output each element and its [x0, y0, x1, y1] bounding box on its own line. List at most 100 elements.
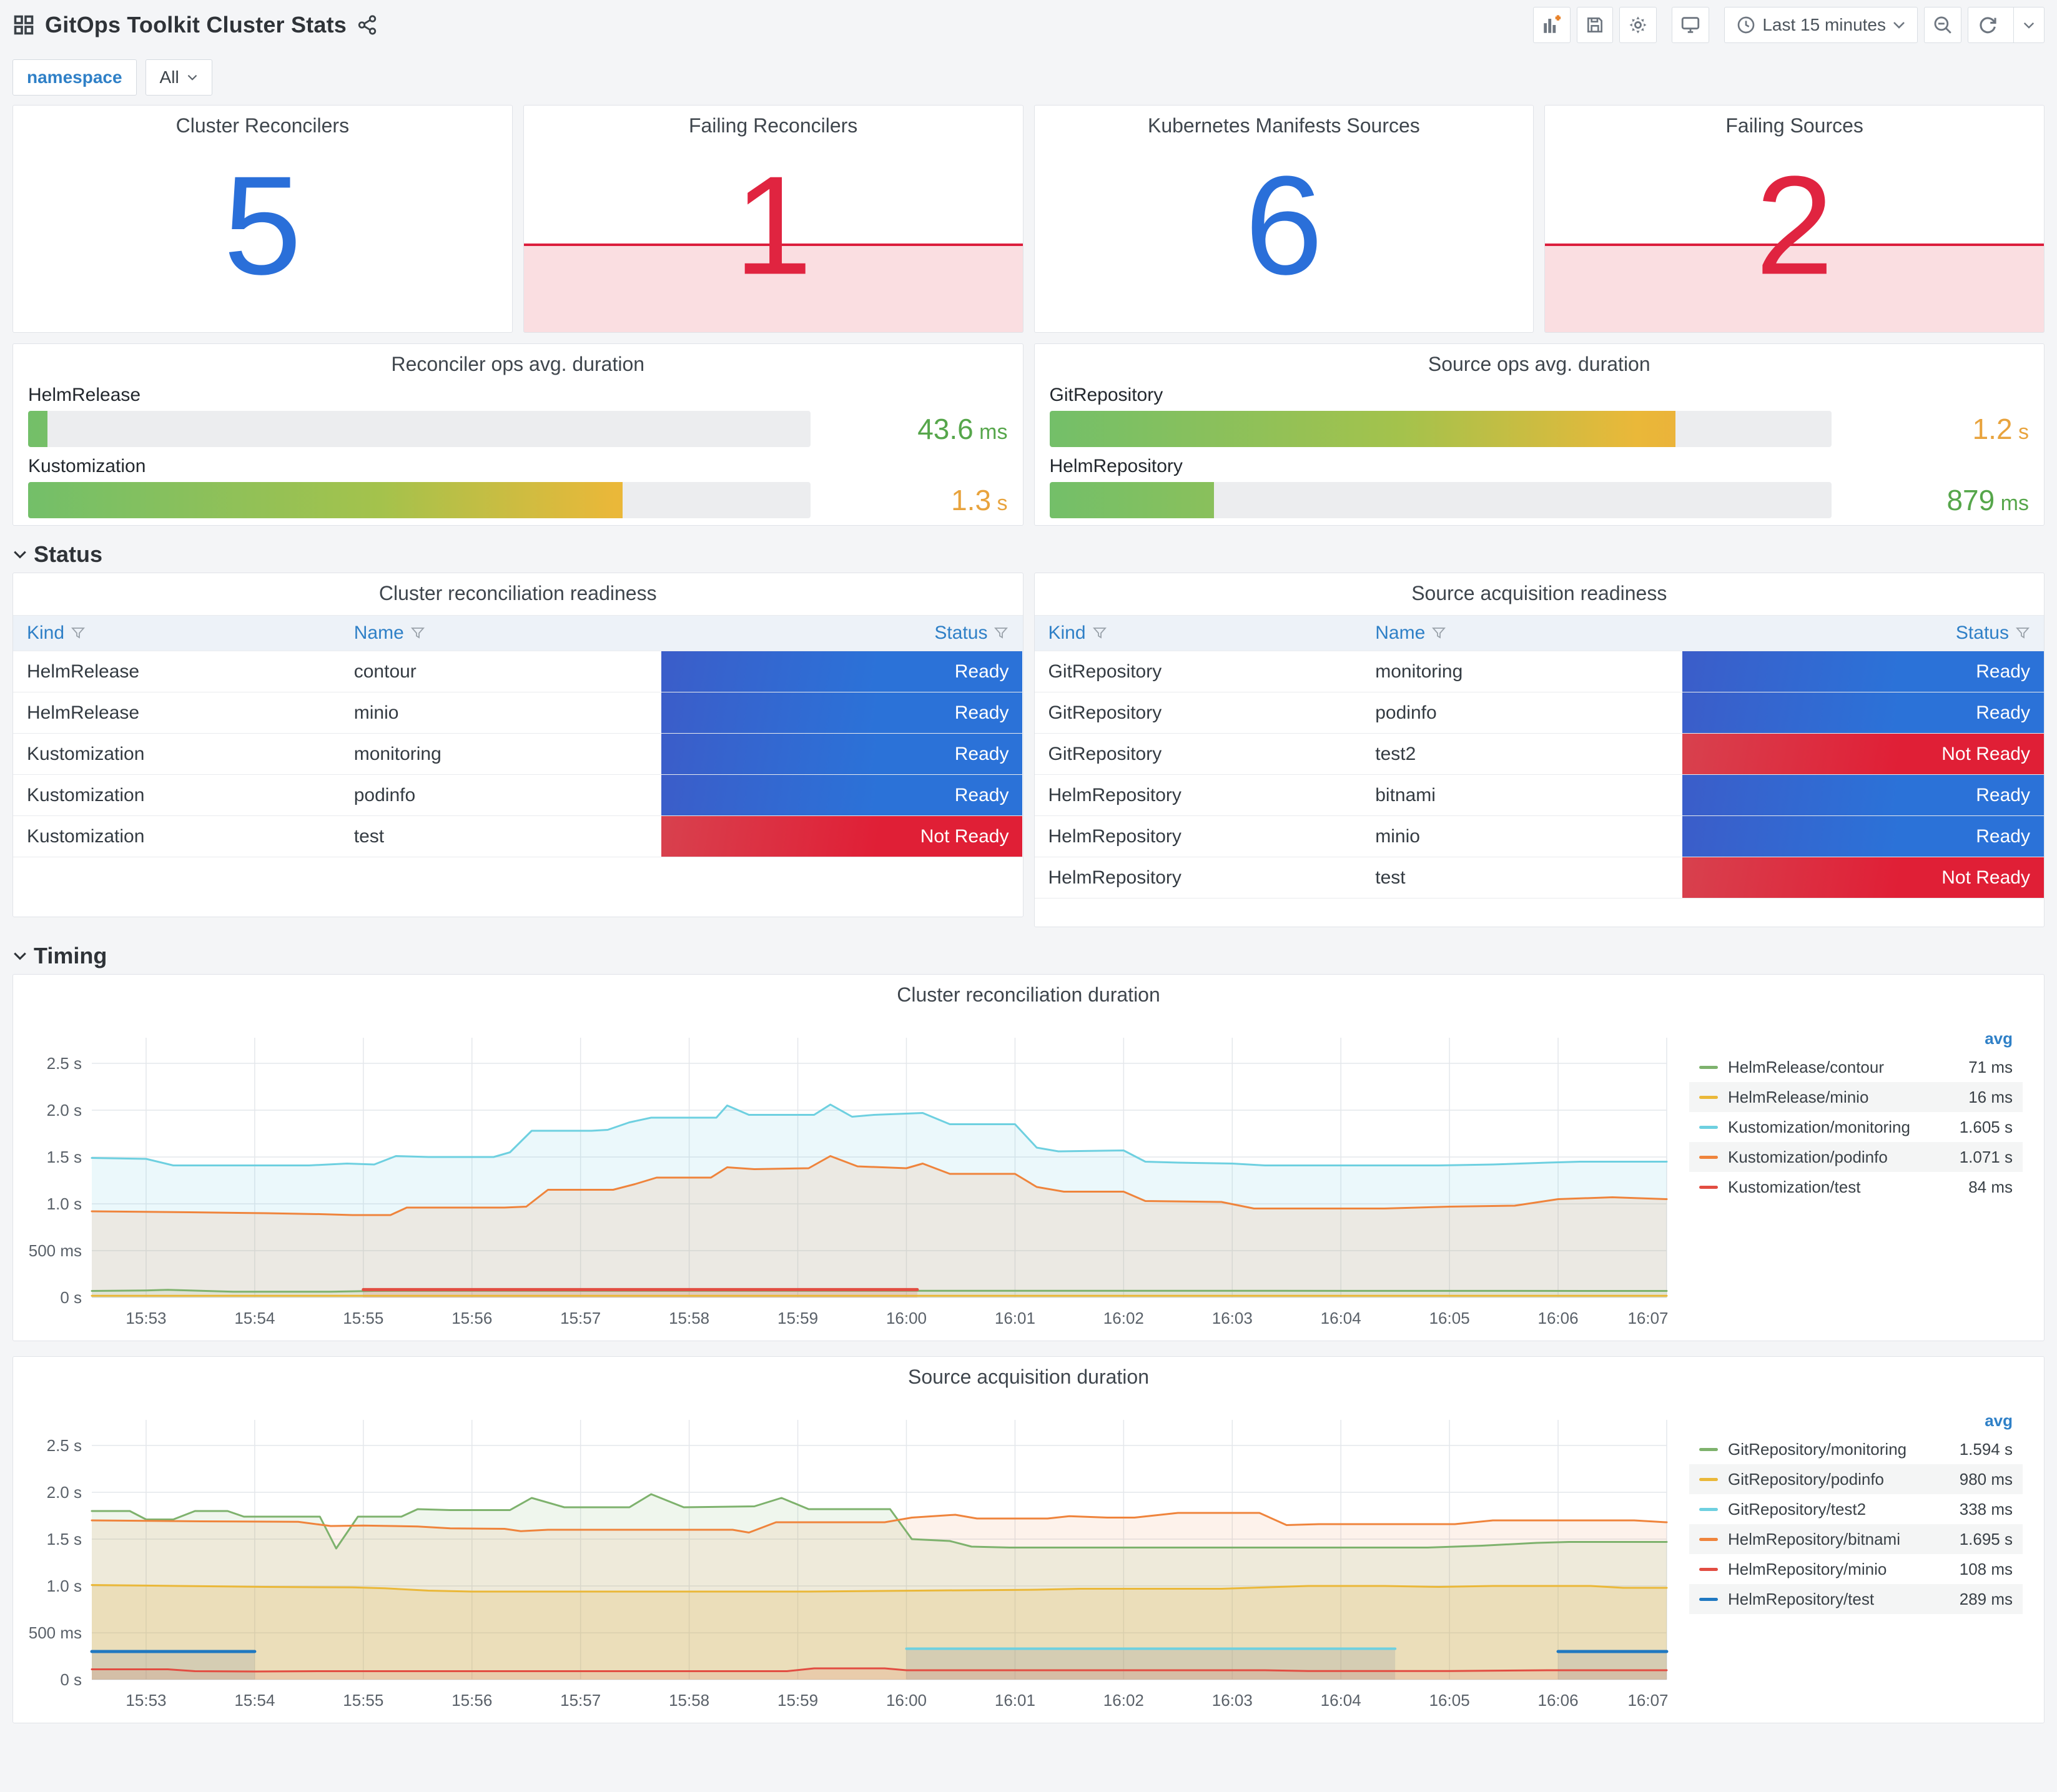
legend-item[interactable]: HelmRelease/minio 16 ms	[1689, 1082, 2023, 1112]
table-row: Kustomization monitoring Ready	[13, 734, 1023, 775]
table-row: Kustomization test Not Ready	[13, 816, 1023, 857]
column-header-kind[interactable]: Kind	[1035, 616, 1362, 651]
filter-funnel-icon[interactable]	[71, 626, 86, 641]
cycle-view-tv-button[interactable]	[1672, 7, 1710, 43]
legend-item[interactable]: GitRepository/test2 338 ms	[1689, 1494, 2023, 1524]
add-panel-button[interactable]	[1533, 7, 1571, 43]
legend-series-color	[1699, 1567, 1718, 1571]
stats-row: Cluster Reconcilers 5 Failing Reconcilers 1…	[12, 105, 2045, 333]
column-header-status[interactable]: Status	[1682, 616, 2044, 651]
chart-panel-title[interactable]: Cluster reconciliation duration	[897, 983, 1160, 1006]
legend-series-color	[1699, 1477, 1718, 1481]
cell-kind: HelmRelease	[27, 702, 140, 723]
filter-funnel-icon[interactable]	[1092, 626, 1107, 641]
filter-funnel-icon[interactable]	[2015, 626, 2030, 641]
legend-item[interactable]: HelmRepository/minio 108 ms	[1689, 1554, 2023, 1584]
legend-series-avg: 1.605 s	[1959, 1117, 2013, 1136]
column-header-status[interactable]: Status	[661, 616, 1023, 651]
apps-grid-icon[interactable]	[12, 14, 35, 36]
gauge-row-label: GitRepository	[1049, 385, 1163, 405]
gauge-panel-title[interactable]: Source ops avg. duration	[1428, 353, 1650, 375]
stat-panel-title[interactable]: Failing Sources	[1725, 114, 1863, 137]
section-timing[interactable]: Timing	[12, 938, 2045, 974]
svg-text:16:05: 16:05	[1429, 1309, 1470, 1327]
dashboard-settings-button[interactable]	[1619, 7, 1657, 43]
legend-series-name[interactable]: Kustomization/podinfo	[1728, 1147, 1888, 1166]
legend-series-name[interactable]: GitRepository/podinfo	[1728, 1469, 1885, 1489]
svg-text:15:53: 15:53	[126, 1309, 166, 1327]
stat-panel: Kubernetes Manifests Sources 6	[1033, 105, 1534, 333]
filter-funnel-icon[interactable]	[994, 626, 1009, 641]
svg-text:0 s: 0 s	[60, 1288, 82, 1307]
legend-series-name[interactable]: Kustomization/test	[1728, 1177, 1861, 1196]
gauge-fill	[28, 482, 623, 518]
namespace-variable-value[interactable]: All	[145, 59, 212, 96]
gauge-panel-title[interactable]: Reconciler ops avg. duration	[391, 353, 645, 375]
legend-item[interactable]: HelmRepository/test 289 ms	[1689, 1584, 2023, 1614]
legend-item[interactable]: Kustomization/monitoring 1.605 s	[1689, 1112, 2023, 1142]
column-header-name[interactable]: Name	[1361, 616, 1682, 651]
share-icon[interactable]	[357, 14, 378, 36]
table-panel-title[interactable]: Source acquisition readiness	[1411, 582, 1667, 604]
legend-avg-header[interactable]: avg	[1985, 1411, 2013, 1430]
gauge-rows: GitRepository 1.2 s HelmRepository 879 ms	[1049, 385, 2029, 518]
save-dashboard-button[interactable]	[1577, 7, 1614, 43]
legend-series-avg: 71 ms	[1968, 1057, 2013, 1076]
cell-status: Ready	[661, 734, 1023, 774]
cell-kind: Kustomization	[27, 743, 145, 764]
legend-item[interactable]: GitRepository/monitoring 1.594 s	[1689, 1434, 2023, 1464]
table-row: GitRepository podinfo Ready	[1034, 692, 2044, 734]
variables-bar: namespace All	[12, 50, 2045, 105]
time-range-picker[interactable]: Last 15 minutes	[1724, 7, 1918, 43]
svg-text:16:02: 16:02	[1103, 1691, 1144, 1710]
filter-funnel-icon[interactable]	[1431, 626, 1446, 641]
stat-value: 1	[734, 146, 812, 304]
svg-text:2.5 s: 2.5 s	[47, 1054, 82, 1073]
legend-series-name[interactable]: HelmRepository/bitnami	[1728, 1529, 1900, 1548]
gauge-track	[1049, 482, 1832, 518]
column-header-kind[interactable]: Kind	[13, 616, 340, 651]
stat-panel-title[interactable]: Cluster Reconcilers	[175, 114, 350, 137]
chart-canvas[interactable]: 0 s 500 ms 1.0 s 1.5 s 2.0 s 2.5 s 15:53 15:54 1…	[18, 1391, 1673, 1713]
legend-item[interactable]: Kustomization/podinfo 1.071 s	[1689, 1142, 2023, 1172]
time-series-plot[interactable]: 0 s 500 ms 1.0 s 1.5 s 2.0 s 2.5 s 15:53 15:54 1…	[18, 1009, 1689, 1334]
svg-text:1.5 s: 1.5 s	[47, 1530, 82, 1548]
legend-item[interactable]: GitRepository/podinfo 980 ms	[1689, 1464, 2023, 1494]
section-chevron-icon	[12, 951, 27, 961]
table-row: Kustomization podinfo Ready	[13, 775, 1023, 816]
legend-item[interactable]: HelmRelease/contour 71 ms	[1689, 1052, 2023, 1082]
legend-series-name[interactable]: HelmRelease/minio	[1728, 1087, 1869, 1106]
clock-icon	[1736, 15, 1756, 35]
legend-avg-header[interactable]: avg	[1985, 1029, 2013, 1048]
chart-canvas[interactable]: 0 s 500 ms 1.0 s 1.5 s 2.0 s 2.5 s 15:53 15:54 1…	[18, 1009, 1673, 1331]
legend-series-name[interactable]: GitRepository/monitoring	[1728, 1439, 1907, 1459]
table-panel-title[interactable]: Cluster reconciliation readiness	[378, 582, 657, 604]
page-title: GitOps Toolkit Cluster Stats	[45, 12, 347, 37]
stat-panel-title[interactable]: Kubernetes Manifests Sources	[1147, 114, 1420, 137]
legend-series-name[interactable]: HelmRelease/contour	[1728, 1057, 1885, 1076]
refresh-interval-dropdown[interactable]	[2013, 7, 2044, 42]
svg-text:16:00: 16:00	[886, 1691, 927, 1710]
legend-item[interactable]: Kustomization/test 84 ms	[1689, 1172, 2023, 1202]
svg-text:2.0 s: 2.0 s	[47, 1101, 82, 1120]
filter-funnel-icon[interactable]	[410, 626, 425, 641]
legend-item[interactable]: HelmRepository/bitnami 1.695 s	[1689, 1524, 2023, 1554]
legend-series-avg: 289 ms	[1959, 1589, 2013, 1608]
svg-text:16:00: 16:00	[886, 1309, 927, 1327]
legend-series-name[interactable]: HelmRepository/test	[1728, 1589, 1875, 1608]
legend-series-color	[1699, 1125, 1718, 1129]
svg-text:2.0 s: 2.0 s	[47, 1483, 82, 1502]
namespace-variable-label[interactable]: namespace	[12, 59, 137, 96]
column-header-name[interactable]: Name	[340, 616, 661, 651]
chart-panel-title[interactable]: Source acquisition duration	[907, 1366, 1149, 1388]
legend-series-avg: 1.695 s	[1959, 1529, 2013, 1548]
zoom-out-button[interactable]	[1924, 7, 1961, 43]
legend-series-name[interactable]: Kustomization/monitoring	[1728, 1117, 1910, 1136]
legend-series-name[interactable]: HelmRepository/minio	[1728, 1559, 1887, 1578]
refresh-button[interactable]	[1968, 7, 2007, 42]
legend-series-name[interactable]: GitRepository/test2	[1728, 1499, 1867, 1519]
cell-kind: Kustomization	[27, 825, 145, 847]
section-status[interactable]: Status	[12, 536, 2045, 573]
stat-panel-title[interactable]: Failing Reconcilers	[688, 114, 858, 137]
time-series-plot[interactable]: 0 s 500 ms 1.0 s 1.5 s 2.0 s 2.5 s 15:53 15:54 1…	[18, 1391, 1689, 1716]
